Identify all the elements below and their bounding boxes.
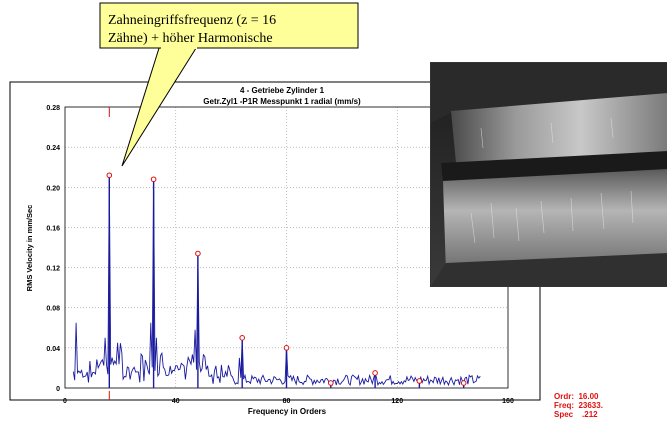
- peak-marker: [328, 380, 334, 386]
- y-tick-label: 0.20: [46, 185, 60, 192]
- x-tick-label: 0: [63, 398, 67, 405]
- peak-marker: [150, 176, 157, 183]
- y-axis-label: RMS Velocity in mm/Sec: [25, 205, 34, 292]
- callout-box: [99, 2, 359, 49]
- freq-value: 23633.: [578, 401, 603, 410]
- y-tick-label: 0: [56, 386, 60, 393]
- x-tick-label: 80: [283, 398, 291, 405]
- ordr-label: Ordr:: [554, 392, 574, 401]
- spec-label: Spec: [554, 410, 574, 419]
- y-tick-label: 0.08: [46, 306, 60, 313]
- peak-marker: [239, 335, 245, 341]
- peak-marker: [460, 380, 467, 386]
- peak-marker: [106, 172, 113, 179]
- gear-photo-drawing: [431, 63, 667, 286]
- peak-marker: [416, 378, 423, 384]
- y-tick-label: 0.24: [46, 145, 60, 152]
- freq-label: Freq:: [554, 401, 574, 410]
- x-tick-label: 160: [502, 398, 514, 405]
- callout-line-1: Zahneingriffsfrequenz (z = 16: [108, 13, 276, 28]
- x-tick-label: 40: [172, 398, 180, 405]
- chart-subtitle: Getr.Zyl1 -P1R Messpunkt 1 radial (mm/s): [203, 97, 361, 106]
- y-tick-label: 0.04: [46, 346, 60, 353]
- peak-marker: [372, 370, 378, 376]
- spec-value: .212: [582, 410, 598, 419]
- spectrum-trace: [72, 175, 481, 387]
- chart-title: 4 - Getriebe Zylinder 1: [240, 86, 325, 95]
- gear-tooth-wear-photo: [430, 62, 667, 287]
- y-tick-label: 0.12: [46, 266, 60, 273]
- plot-area: 0 0.04 0.08 0.12 0.16 0.20 0.24 0.28 0 40 80 120 160: [46, 105, 514, 405]
- y-tick-label: 0.16: [46, 225, 60, 232]
- y-tick-label: 0.28: [46, 105, 60, 112]
- peak-marker: [283, 345, 290, 351]
- x-tick-label: 120: [391, 398, 403, 405]
- peak-marker: [195, 250, 201, 257]
- cursor-readout: Ordr: 16.00 Freq: 23633. Spec .212: [554, 392, 603, 419]
- callout-line-2: Zähne) + höher Harmonische: [108, 31, 273, 46]
- x-axis-label: Frequency in Orders: [248, 407, 327, 416]
- ordr-value: 16.00: [578, 392, 599, 401]
